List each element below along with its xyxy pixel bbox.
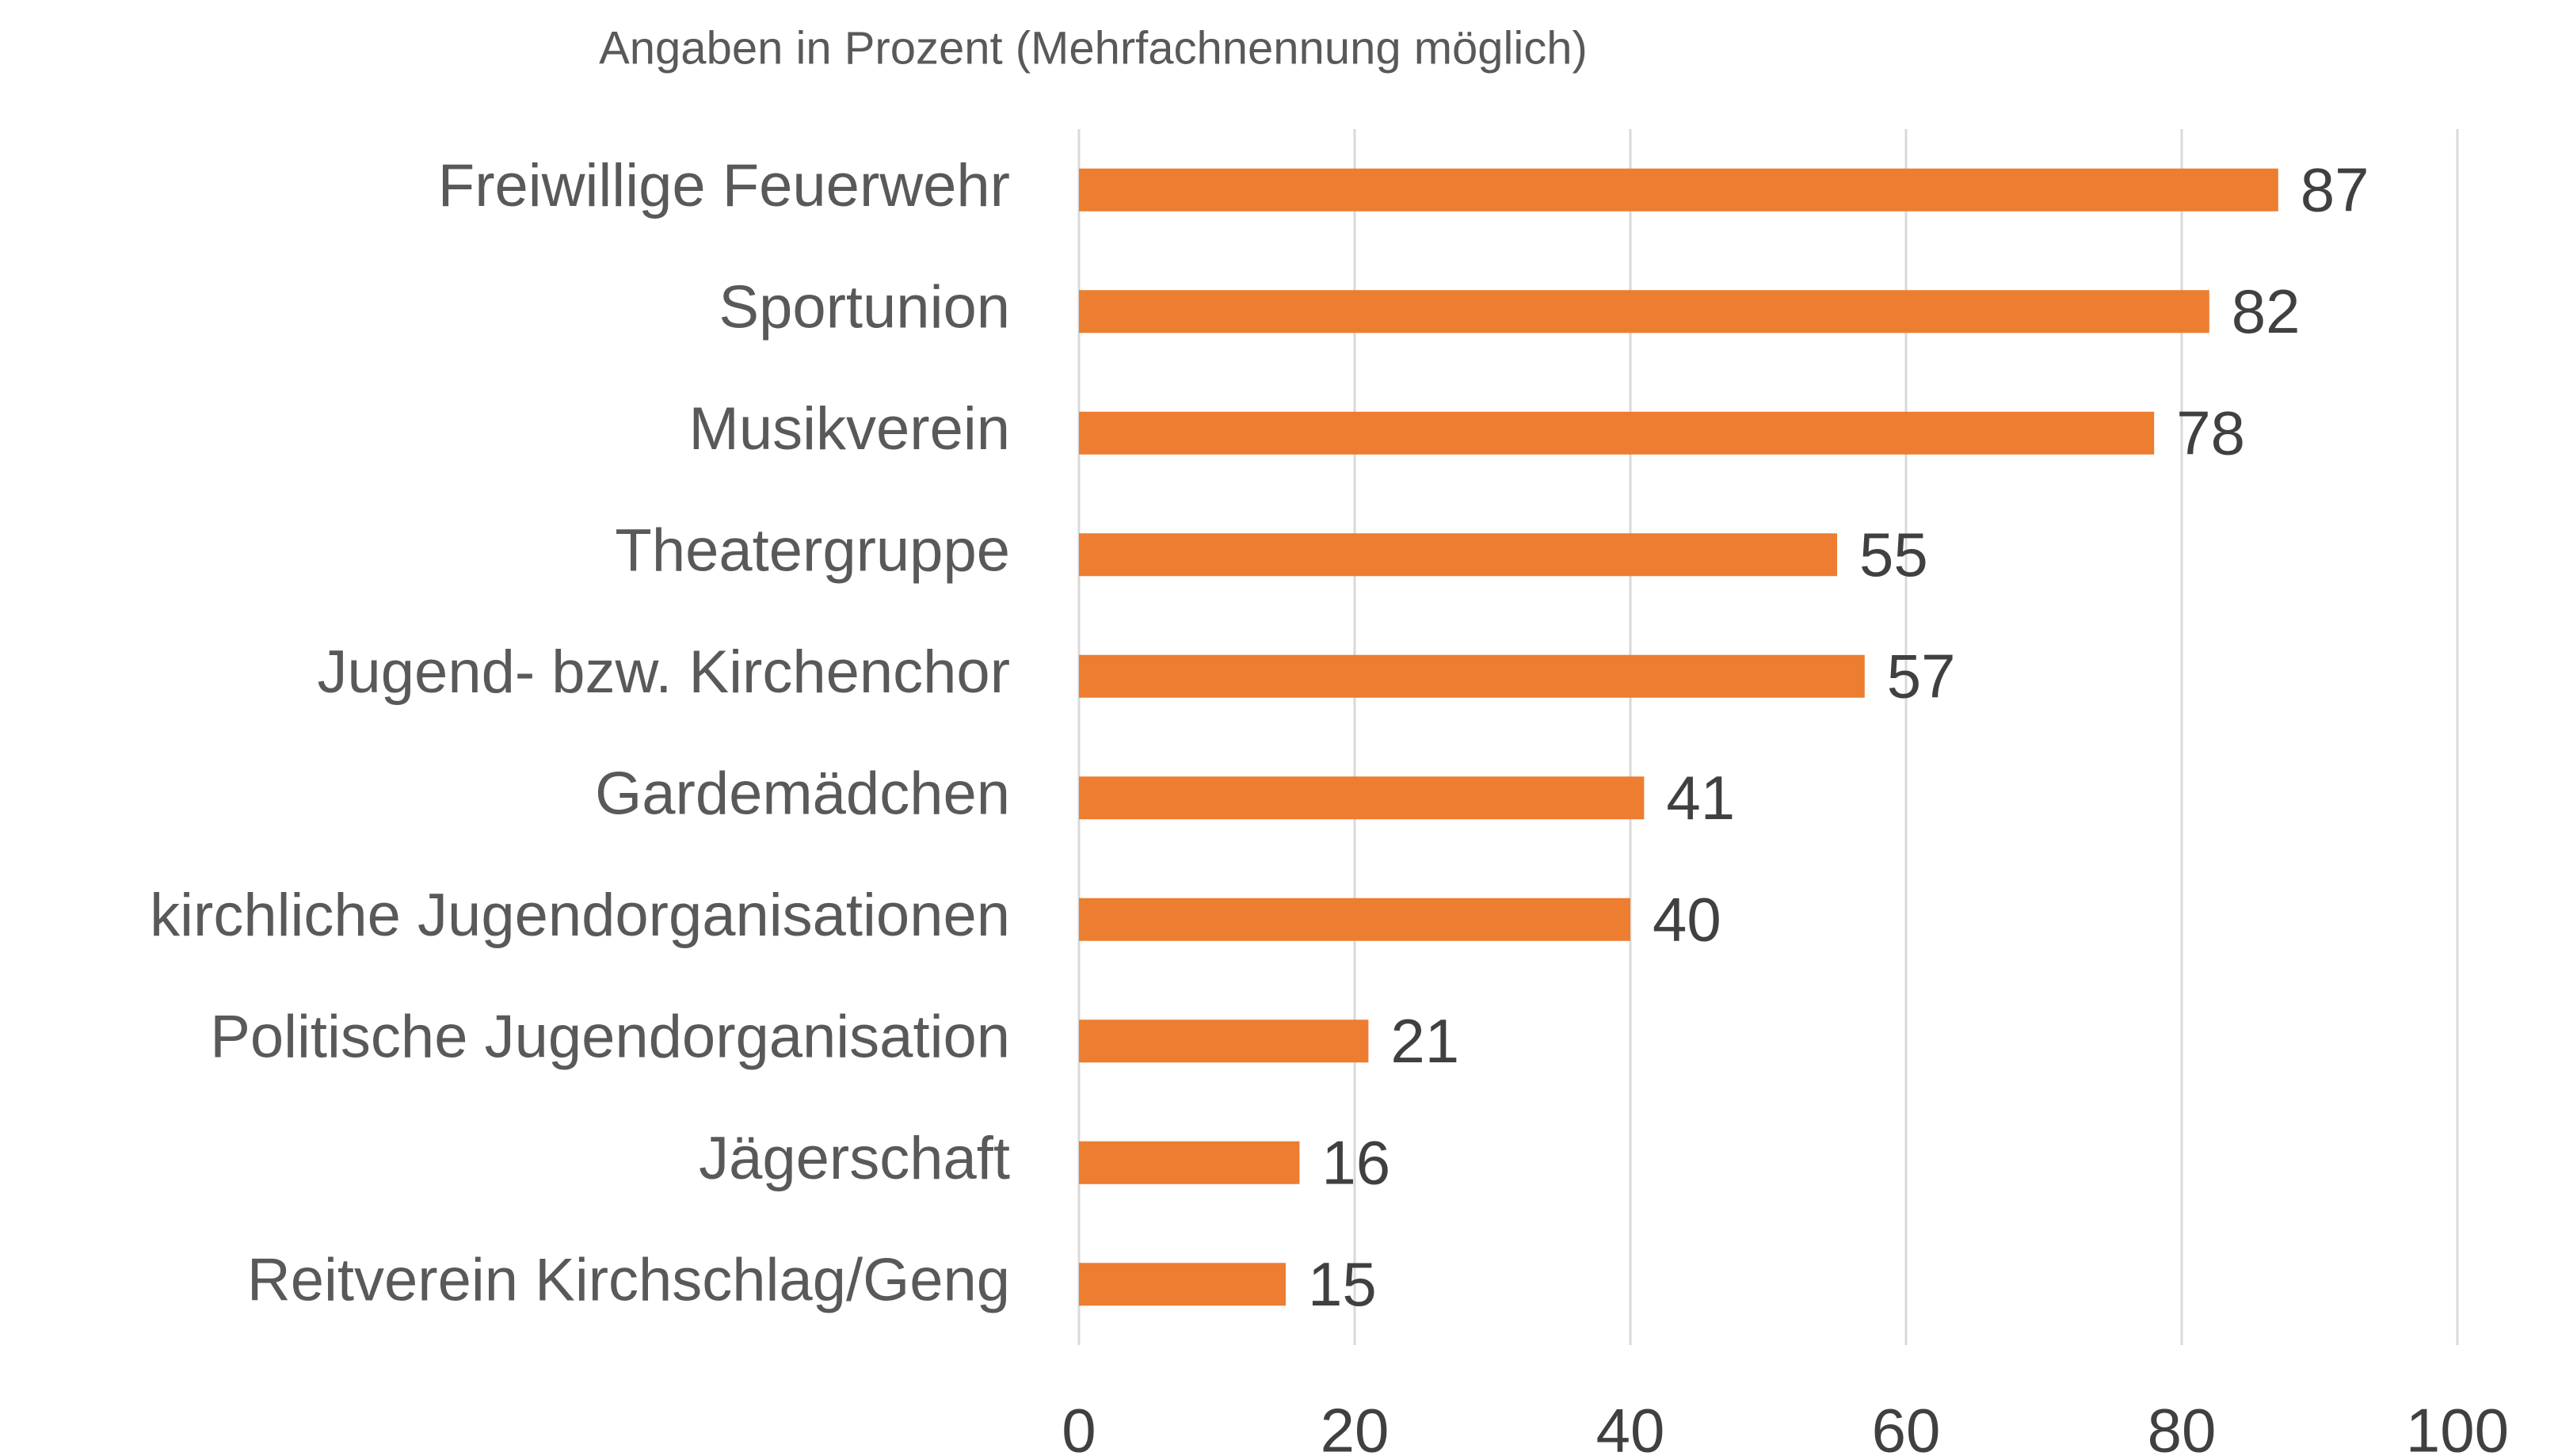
y-tick-label: Theatergruppe xyxy=(615,516,1010,584)
bar xyxy=(1079,533,1837,577)
bar xyxy=(1079,411,2155,455)
x-tick-label: 20 xyxy=(1321,1396,1390,1456)
y-tick-label: Gardemädchen xyxy=(595,760,1010,827)
y-tick-label: Freiwillige Feuerwehr xyxy=(438,152,1010,219)
bar xyxy=(1079,1141,1300,1184)
y-tick-label: Jägerschaft xyxy=(699,1125,1010,1192)
value-label: 82 xyxy=(2232,276,2301,346)
bar xyxy=(1079,290,2209,334)
value-label: 41 xyxy=(1666,763,1735,833)
value-label: 55 xyxy=(1859,520,1928,589)
x-tick-label: 100 xyxy=(2406,1396,2509,1456)
y-tick-label: Reitverein Kirchschlag/Geng xyxy=(247,1246,1010,1313)
x-tick-label: 40 xyxy=(1596,1396,1665,1456)
y-tick-label: Jugend- bzw. Kirchenchor xyxy=(318,638,1010,706)
x-tick-label: 0 xyxy=(1062,1396,1096,1456)
bar xyxy=(1079,654,1865,698)
value-label: 57 xyxy=(1887,641,1956,711)
y-tick-label: Musikverein xyxy=(689,395,1010,463)
value-label: 87 xyxy=(2301,154,2369,224)
x-tick-label: 80 xyxy=(2148,1396,2217,1456)
value-label: 16 xyxy=(1321,1127,1390,1197)
value-label: 15 xyxy=(1308,1249,1377,1319)
value-label: 40 xyxy=(1653,884,1721,954)
y-tick-label: Politische Jugendorganisation xyxy=(210,1003,1010,1070)
value-label: 21 xyxy=(1390,1006,1459,1076)
chart-title: Angaben in Prozent (Mehrfachnennung mögl… xyxy=(599,22,1588,74)
bar xyxy=(1079,1263,1286,1306)
bar xyxy=(1079,168,2278,212)
y-tick-label: kirchliche Jugendorganisationen xyxy=(150,882,1010,949)
bar xyxy=(1079,898,1630,941)
value-label: 78 xyxy=(2176,398,2245,467)
bar xyxy=(1079,1020,1369,1063)
bar xyxy=(1079,776,1645,820)
x-tick-label: 60 xyxy=(1872,1396,1941,1456)
y-tick-label: Sportunion xyxy=(719,273,1010,341)
